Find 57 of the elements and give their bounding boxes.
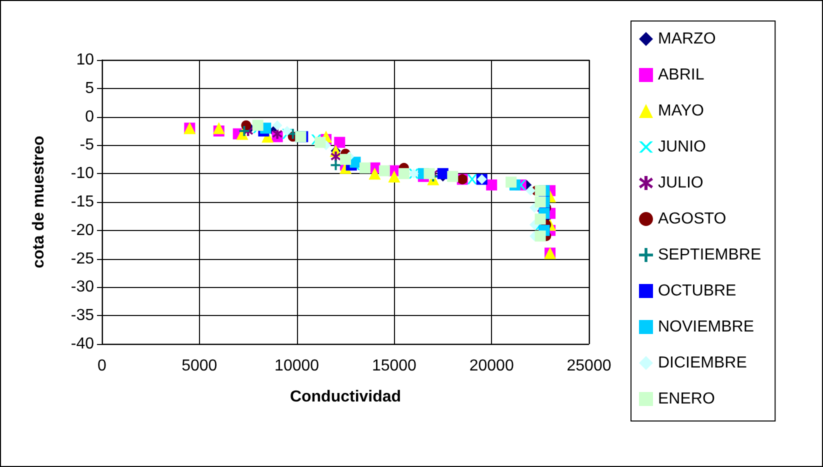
point — [330, 160, 341, 170]
x-tick-label: 0 — [98, 358, 107, 374]
x-tick-label: 20000 — [469, 358, 514, 374]
point — [424, 168, 435, 180]
legend-label: DICIEMBRE — [658, 354, 747, 372]
point — [506, 176, 517, 188]
x-tick-label: 25000 — [566, 358, 612, 374]
legend-label: MARZO — [658, 30, 716, 48]
point — [212, 122, 225, 134]
point — [252, 120, 264, 131]
point — [330, 152, 341, 162]
y-tick-label: -15 — [70, 194, 94, 210]
legend-label: ENERO — [658, 390, 715, 408]
legend-label: OCTUBRE — [658, 282, 736, 300]
y-tick-label: 0 — [85, 108, 94, 126]
point — [534, 214, 546, 225]
point — [314, 136, 326, 148]
point — [368, 168, 381, 180]
y-axis-title: cota de muestreo — [30, 136, 48, 268]
x-tick-label: 15000 — [372, 358, 417, 374]
y-tick-label: -40 — [70, 336, 94, 352]
y-tick-label: -25 — [70, 250, 94, 268]
point — [534, 196, 546, 208]
y-tick-label: -10 — [70, 165, 94, 182]
legend-label: AGOSTO — [658, 210, 726, 228]
legend-label: NOVIEMBRE — [658, 318, 754, 336]
y-tick-label: -20 — [70, 222, 94, 239]
point — [340, 154, 351, 165]
point — [398, 168, 410, 180]
y-tick-label: 10 — [76, 52, 94, 68]
y-tick-label: 5 — [85, 80, 94, 97]
point — [486, 179, 498, 190]
legend-label: JULIO — [658, 174, 704, 192]
point — [378, 165, 390, 176]
legend-label: JUNIO — [658, 138, 706, 156]
y-tick-label: -5 — [80, 136, 94, 154]
point — [388, 170, 400, 182]
x-axis-title: Conductividad — [290, 388, 402, 406]
point — [526, 186, 536, 196]
x-tick-label: 10000 — [274, 358, 320, 374]
point — [272, 128, 282, 139]
x-tick-label: 5000 — [182, 358, 218, 374]
point — [239, 126, 250, 136]
y-tick-label: -35 — [70, 307, 94, 324]
point — [534, 230, 546, 242]
legend-label: SEPTIEMBRE — [658, 246, 762, 264]
point — [534, 185, 546, 196]
legend-label: MAYO — [658, 102, 704, 120]
y-tick-label: -30 — [70, 278, 94, 296]
point — [272, 120, 282, 130]
point — [447, 170, 458, 182]
point — [437, 168, 448, 180]
point — [282, 126, 292, 136]
point — [334, 136, 346, 148]
legend-label: ABRIL — [658, 66, 704, 84]
point — [359, 162, 370, 174]
point — [467, 174, 478, 184]
